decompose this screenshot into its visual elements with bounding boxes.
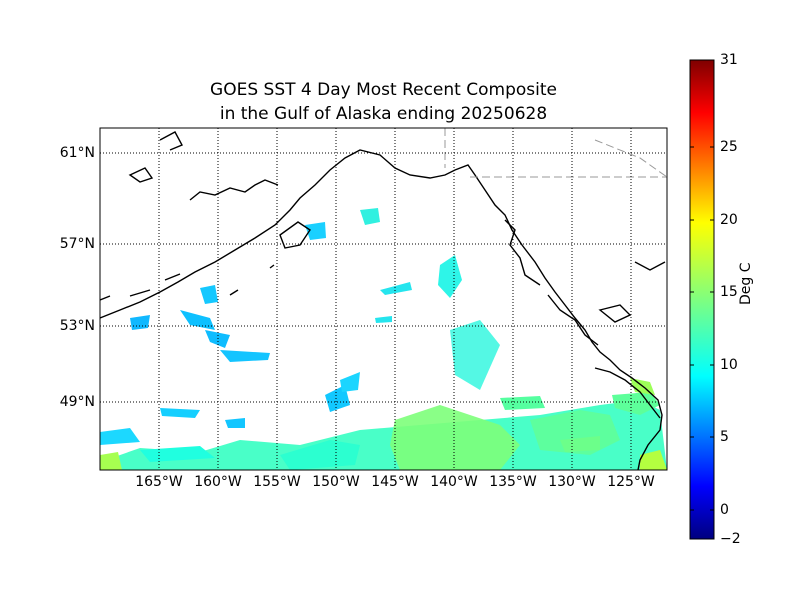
colorbar-label: Deg C xyxy=(738,262,754,305)
colorbar-tick-label: 10 xyxy=(720,357,738,373)
lat-label: 49°N xyxy=(59,394,95,410)
colorbar-tick-label: 15 xyxy=(720,284,738,300)
lon-label: 150°W xyxy=(312,474,360,490)
colorbar-ticks xyxy=(690,59,714,511)
colorbar-tick-label: 5 xyxy=(720,429,729,445)
lat-label: 57°N xyxy=(59,236,95,252)
colorbar-tick-label: 0 xyxy=(720,502,729,518)
lon-label: 165°W xyxy=(135,474,183,490)
colorbar-tick-label: 25 xyxy=(720,139,738,155)
chart-title-line1: GOES SST 4 Day Most Recent Composite xyxy=(210,80,557,100)
gridlines xyxy=(100,128,667,470)
lon-label: 140°W xyxy=(430,474,478,490)
lon-label: 155°W xyxy=(253,474,301,490)
lon-label: 130°W xyxy=(548,474,596,490)
lon-label: 135°W xyxy=(489,474,537,490)
lat-label: 53°N xyxy=(59,318,95,334)
sst-data xyxy=(100,208,667,470)
lon-label: 125°W xyxy=(607,474,655,490)
colorbar-tick-label: 20 xyxy=(720,212,738,228)
chart-title-line2: in the Gulf of Alaska ending 20250628 xyxy=(219,104,548,124)
map-frame xyxy=(99,127,668,471)
lon-label: 160°W xyxy=(194,474,242,490)
lat-label: 61°N xyxy=(59,145,95,161)
colorbar-tick-label: 31 xyxy=(720,52,738,68)
lon-label: 145°W xyxy=(371,474,419,490)
border-lines xyxy=(444,128,667,178)
coastline xyxy=(100,131,666,470)
colorbar-tick-label: −2 xyxy=(720,531,741,547)
colorbar xyxy=(689,59,715,540)
